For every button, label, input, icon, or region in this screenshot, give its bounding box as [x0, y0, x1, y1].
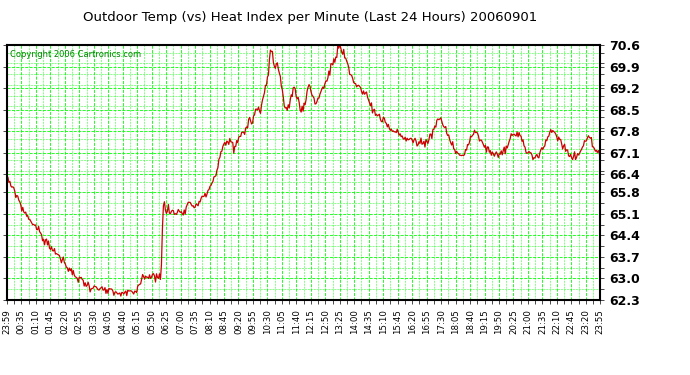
Text: Copyright 2006 Cartronics.com: Copyright 2006 Cartronics.com — [10, 50, 141, 59]
Text: Outdoor Temp (vs) Heat Index per Minute (Last 24 Hours) 20060901: Outdoor Temp (vs) Heat Index per Minute … — [83, 11, 538, 24]
